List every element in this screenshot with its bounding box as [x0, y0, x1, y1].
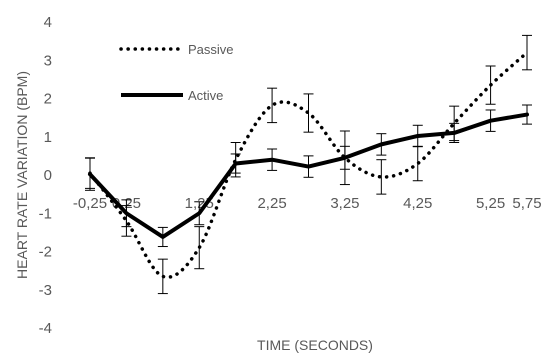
y-tick-label: 3 [44, 52, 52, 69]
error-bar [522, 34, 532, 71]
y-tick-label: 1 [44, 129, 52, 146]
y-tick-label: 4 [44, 14, 52, 31]
y-tick-label: -3 [39, 282, 52, 299]
series-passive [85, 34, 532, 295]
x-tick-label: 4,25 [403, 195, 432, 212]
y-tick-label: 0 [44, 167, 52, 184]
x-axis-ticks: -0,25 0,25 1,25 2,25 3,25 4,25 5,25 5,75 [73, 195, 542, 212]
series-active [85, 104, 532, 248]
y-axis-title: HEART RATE VARIATION (BPM) [14, 71, 30, 279]
legend-label: Active [188, 88, 223, 103]
y-tick-label: -2 [39, 244, 52, 261]
error-bar [267, 87, 278, 124]
x-tick-label: 2,25 [257, 195, 286, 212]
legend-item-passive: Passive [119, 42, 234, 57]
series-line-passive [88, 50, 529, 279]
series-line-active [88, 112, 529, 239]
legend: Passive Active [119, 42, 234, 103]
x-tick-label: 3,25 [330, 195, 359, 212]
y-axis-ticks: 4 3 2 1 0 -1 -2 -3 -4 [39, 14, 52, 337]
x-tick-label: 5,25 [476, 195, 505, 212]
legend-label: Passive [188, 42, 234, 57]
y-tick-label: 2 [44, 91, 52, 108]
x-tick-label: 5,75 [512, 195, 541, 212]
series-layer [85, 34, 532, 295]
y-tick-label: -4 [39, 320, 52, 337]
legend-item-active: Active [121, 88, 223, 103]
x-axis-title: TIME (SECONDS) [257, 337, 373, 353]
y-tick-label: -1 [39, 205, 52, 222]
x-tick-label: -0,25 [73, 195, 107, 212]
